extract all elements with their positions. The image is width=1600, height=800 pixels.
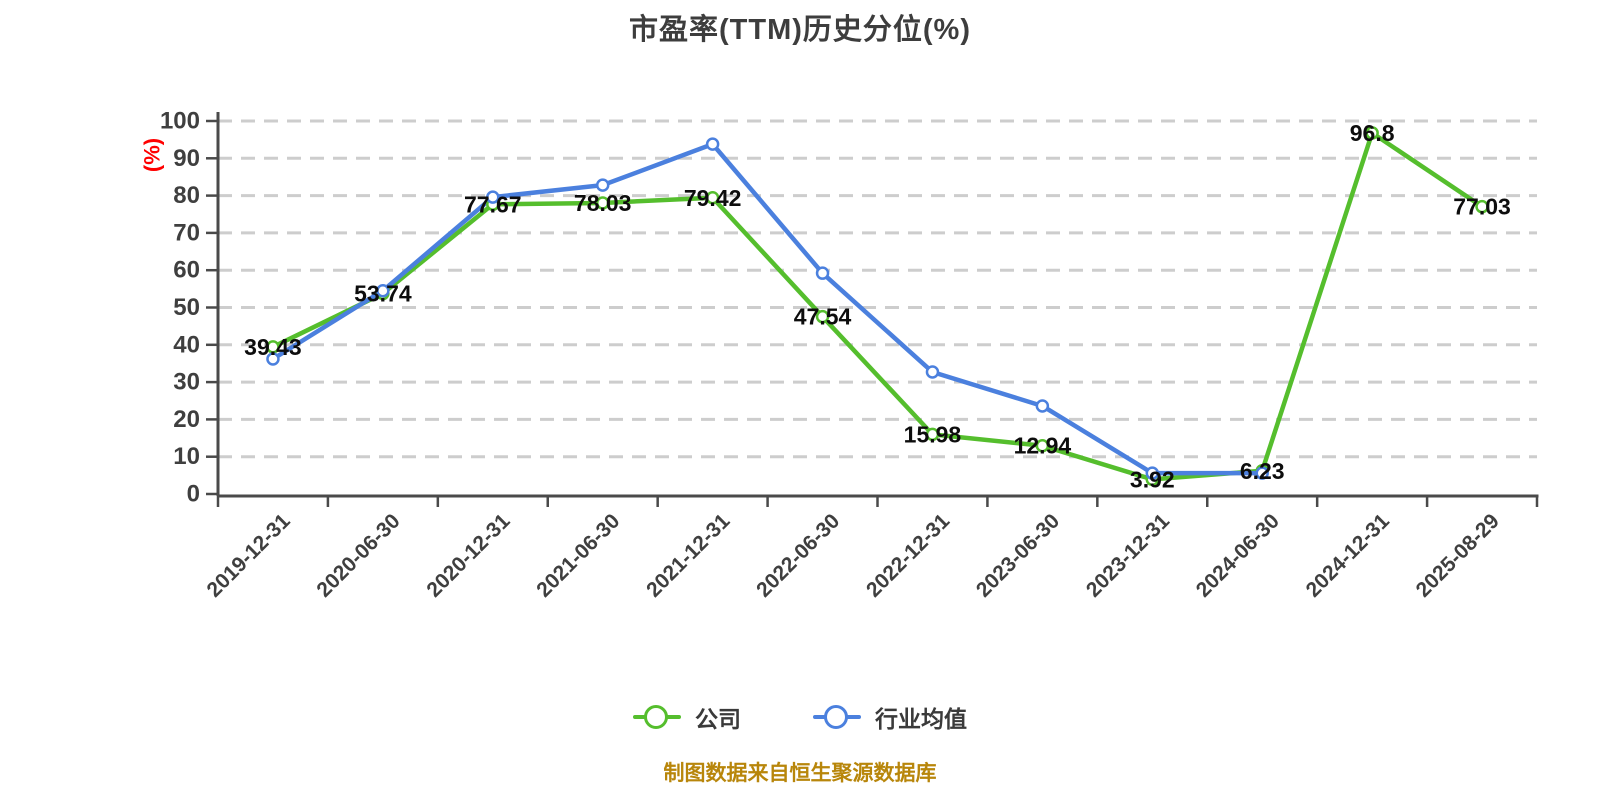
y-tick-label: 90 [173, 145, 200, 172]
x-tick-label-2024-06-30: 2024-06-30 [1192, 510, 1284, 602]
data-source-note: 制图数据来自恒生聚源数据库 [663, 762, 937, 785]
data-label-company-2025-08-29: 77.03 [1453, 194, 1511, 220]
y-tick-label: 20 [173, 406, 200, 433]
legend-marker-industry-average [813, 705, 861, 729]
legend: 公司 行业均值 [0, 700, 1600, 734]
data-point-industry-average-2022-06-30[interactable] [815, 266, 830, 280]
data-label-company-2021-06-30: 78.03 [574, 190, 632, 216]
y-tick-label: 50 [173, 294, 200, 321]
x-tick-label-2020-06-30: 2020-06-30 [312, 510, 404, 602]
legend-item-industry-average[interactable]: 行业均值 [813, 700, 967, 734]
data-label-company-2024-12-31: 96.8 [1350, 120, 1395, 146]
data-point-industry-average-2020-06-30[interactable] [376, 283, 390, 298]
data-point-industry-average-2020-12-31[interactable] [486, 190, 500, 204]
chart-title: 市盈率(TTM)历史分位(%) [628, 14, 971, 46]
x-tick-label-2023-12-31: 2023-12-31 [1082, 509, 1174, 601]
data-point-industry-average-2024-06-30[interactable] [1255, 466, 1269, 480]
x-tick-label-2020-12-31: 2020-12-31 [422, 509, 514, 601]
data-point-company-2021-06-30[interactable] [595, 196, 610, 210]
data-label-company-2022-12-31: 15.98 [904, 421, 962, 447]
y-axis-unit-label: (%) [140, 138, 165, 172]
data-point-industry-average-2023-06-30[interactable] [1035, 399, 1050, 413]
data-label-company-2023-06-30: 12.94 [1014, 433, 1072, 459]
y-tick-label: 30 [173, 369, 200, 396]
x-tick-label-2023-06-30: 2023-06-30 [972, 510, 1064, 602]
data-point-industry-average-2022-12-31[interactable] [925, 365, 940, 379]
x-tick-label-2022-06-30: 2022-06-30 [752, 510, 844, 602]
legend-marker-company [633, 705, 681, 729]
series-company-line [270, 130, 1485, 482]
data-point-industry-average-2019-12-31[interactable] [266, 352, 280, 366]
legend-item-company[interactable]: 公司 [633, 700, 741, 734]
data-point-company-2025-08-29[interactable] [1475, 199, 1489, 214]
data-label-company-2023-12-31: 3.92 [1130, 466, 1175, 492]
x-tick-label-2019-12-31: 2019-12-31 [203, 509, 295, 601]
legend-label-industry-average: 行业均值 [875, 706, 967, 732]
data-point-company-2021-12-31[interactable] [705, 191, 720, 205]
x-tick-label-2021-06-30: 2021-06-30 [532, 510, 624, 602]
data-label-company-2021-12-31: 79.42 [684, 185, 742, 211]
legend-circle-icon [824, 705, 848, 729]
x-tick-label-2021-12-31: 2021-12-31 [642, 509, 734, 601]
y-tick-label: 70 [173, 219, 200, 246]
data-label-company-2019-12-31: 39.43 [244, 334, 302, 360]
data-label-company-2020-12-31: 77.67 [464, 191, 522, 217]
data-point-industry-average-2023-12-31[interactable] [1145, 466, 1160, 480]
x-tick-label-2022-12-31: 2022-12-31 [862, 509, 954, 601]
x-tick-label-2025-08-29: 2025-08-29 [1412, 510, 1504, 602]
data-point-company-2023-06-30[interactable] [1035, 438, 1050, 453]
legend-label-company: 公司 [695, 706, 741, 732]
data-point-industry-average-2021-12-31[interactable] [705, 137, 720, 151]
data-point-company-2024-12-31[interactable] [1365, 126, 1379, 140]
y-tick-label: 40 [173, 331, 200, 358]
data-point-industry-average-2021-06-30[interactable] [595, 178, 610, 192]
legend-circle-icon [644, 705, 668, 729]
y-tick-label: 60 [173, 257, 200, 284]
y-tick-label: 0 [187, 481, 200, 508]
x-tick-label-2024-12-31: 2024-12-31 [1302, 509, 1394, 601]
data-point-company-2022-06-30[interactable] [815, 309, 830, 324]
data-label-company-2020-06-30: 53.74 [354, 281, 412, 307]
y-tick-label: 80 [173, 182, 200, 209]
data-point-company-2022-12-31[interactable] [925, 427, 940, 442]
series-industry-average-line [270, 141, 1265, 476]
y-tick-label: 100 [160, 108, 200, 135]
data-label-company-2022-06-30: 47.54 [794, 304, 852, 330]
data-label-company-2024-06-30: 6.23 [1240, 458, 1285, 484]
y-tick-label: 10 [173, 443, 200, 470]
